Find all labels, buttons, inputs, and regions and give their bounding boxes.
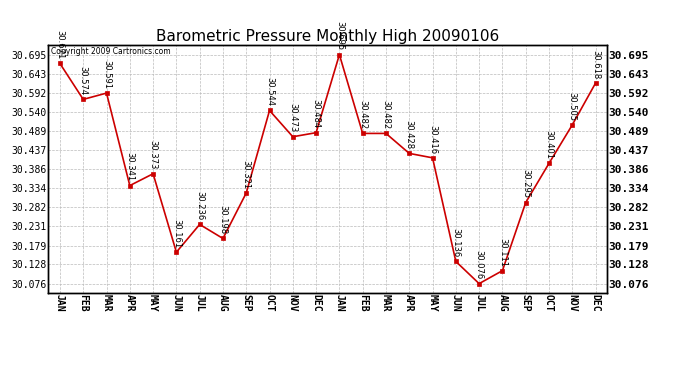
Text: 30.111: 30.111 bbox=[498, 237, 507, 267]
Text: 30.401: 30.401 bbox=[544, 130, 553, 159]
Text: 30.574: 30.574 bbox=[79, 66, 88, 95]
Text: 30.198: 30.198 bbox=[219, 205, 228, 234]
Text: 30.428: 30.428 bbox=[405, 120, 414, 149]
Text: 30.373: 30.373 bbox=[148, 140, 157, 170]
Title: Barometric Pressure Monthly High 20090106: Barometric Pressure Monthly High 2009010… bbox=[156, 29, 500, 44]
Text: 30.671: 30.671 bbox=[55, 30, 64, 59]
Text: 30.482: 30.482 bbox=[358, 100, 367, 129]
Text: 30.295: 30.295 bbox=[521, 170, 530, 198]
Text: 30.473: 30.473 bbox=[288, 104, 297, 133]
Text: 30.236: 30.236 bbox=[195, 191, 204, 220]
Text: 30.544: 30.544 bbox=[265, 77, 274, 106]
Text: 30.482: 30.482 bbox=[382, 100, 391, 129]
Text: 30.076: 30.076 bbox=[475, 250, 484, 279]
Text: 30.695: 30.695 bbox=[335, 21, 344, 51]
Text: 30.505: 30.505 bbox=[568, 92, 577, 121]
Text: 30.341: 30.341 bbox=[126, 152, 135, 182]
Text: 30.136: 30.136 bbox=[451, 228, 460, 257]
Text: 30.484: 30.484 bbox=[312, 99, 321, 129]
Text: Copyright 2009 Cartronics.com: Copyright 2009 Cartronics.com bbox=[51, 48, 170, 57]
Text: 30.416: 30.416 bbox=[428, 124, 437, 154]
Text: 30.618: 30.618 bbox=[591, 50, 600, 79]
Text: 30.591: 30.591 bbox=[102, 60, 111, 89]
Text: 30.321: 30.321 bbox=[241, 160, 250, 189]
Text: 30.161: 30.161 bbox=[172, 219, 181, 248]
